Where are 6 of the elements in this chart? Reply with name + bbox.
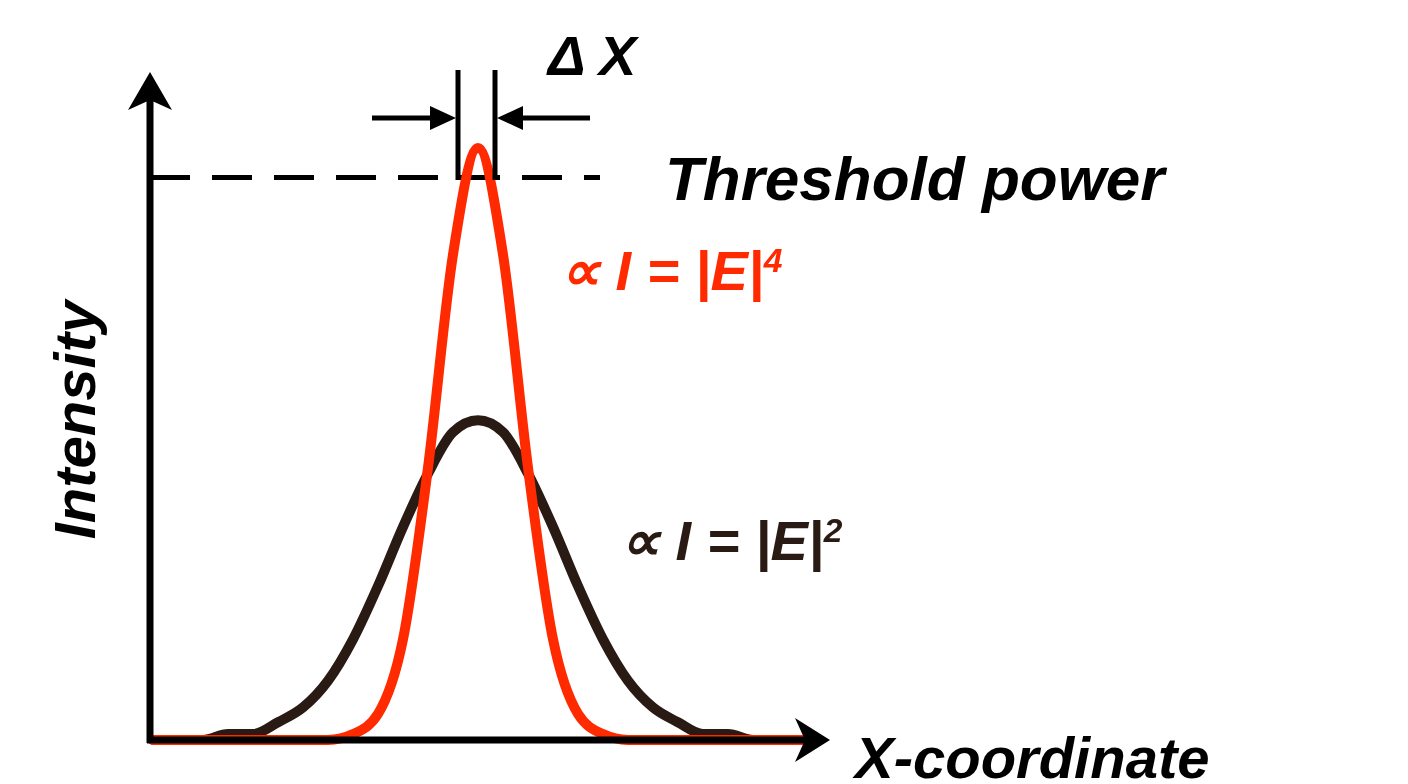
series-label: ∝ I = |E|$^{2}$ (620, 509, 843, 572)
series-label: ∝ I = |E|$^{4}$ (560, 239, 783, 302)
text: Δ X (546, 24, 641, 87)
x-axis-title: X-coordinate (852, 725, 1210, 784)
y-axis-title: Intensity (42, 298, 107, 540)
ref-line-label: Threshold power (665, 143, 1168, 213)
